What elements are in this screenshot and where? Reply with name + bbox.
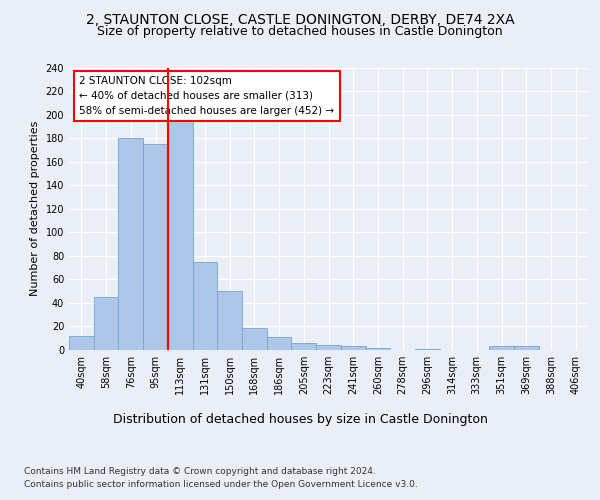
- Text: Distribution of detached houses by size in Castle Donington: Distribution of detached houses by size …: [113, 412, 487, 426]
- Bar: [217, 291, 242, 350]
- Bar: [69, 336, 94, 350]
- Bar: [193, 262, 217, 350]
- Text: Contains public sector information licensed under the Open Government Licence v3: Contains public sector information licen…: [24, 480, 418, 489]
- Bar: [341, 346, 365, 350]
- Text: Size of property relative to detached houses in Castle Donington: Size of property relative to detached ho…: [97, 25, 503, 38]
- Text: Contains HM Land Registry data © Crown copyright and database right 2024.: Contains HM Land Registry data © Crown c…: [24, 468, 376, 476]
- Bar: [292, 343, 316, 350]
- Text: 2 STAUNTON CLOSE: 102sqm
← 40% of detached houses are smaller (313)
58% of semi-: 2 STAUNTON CLOSE: 102sqm ← 40% of detach…: [79, 76, 335, 116]
- Bar: [94, 297, 118, 350]
- Bar: [514, 346, 539, 350]
- Bar: [489, 346, 514, 350]
- Bar: [118, 138, 143, 350]
- Bar: [168, 120, 193, 350]
- Bar: [242, 328, 267, 350]
- Text: 2, STAUNTON CLOSE, CASTLE DONINGTON, DERBY, DE74 2XA: 2, STAUNTON CLOSE, CASTLE DONINGTON, DER…: [86, 12, 514, 26]
- Bar: [143, 144, 168, 350]
- Bar: [365, 348, 390, 350]
- Bar: [267, 337, 292, 350]
- Y-axis label: Number of detached properties: Number of detached properties: [30, 121, 40, 296]
- Bar: [316, 346, 341, 350]
- Bar: [415, 349, 440, 350]
